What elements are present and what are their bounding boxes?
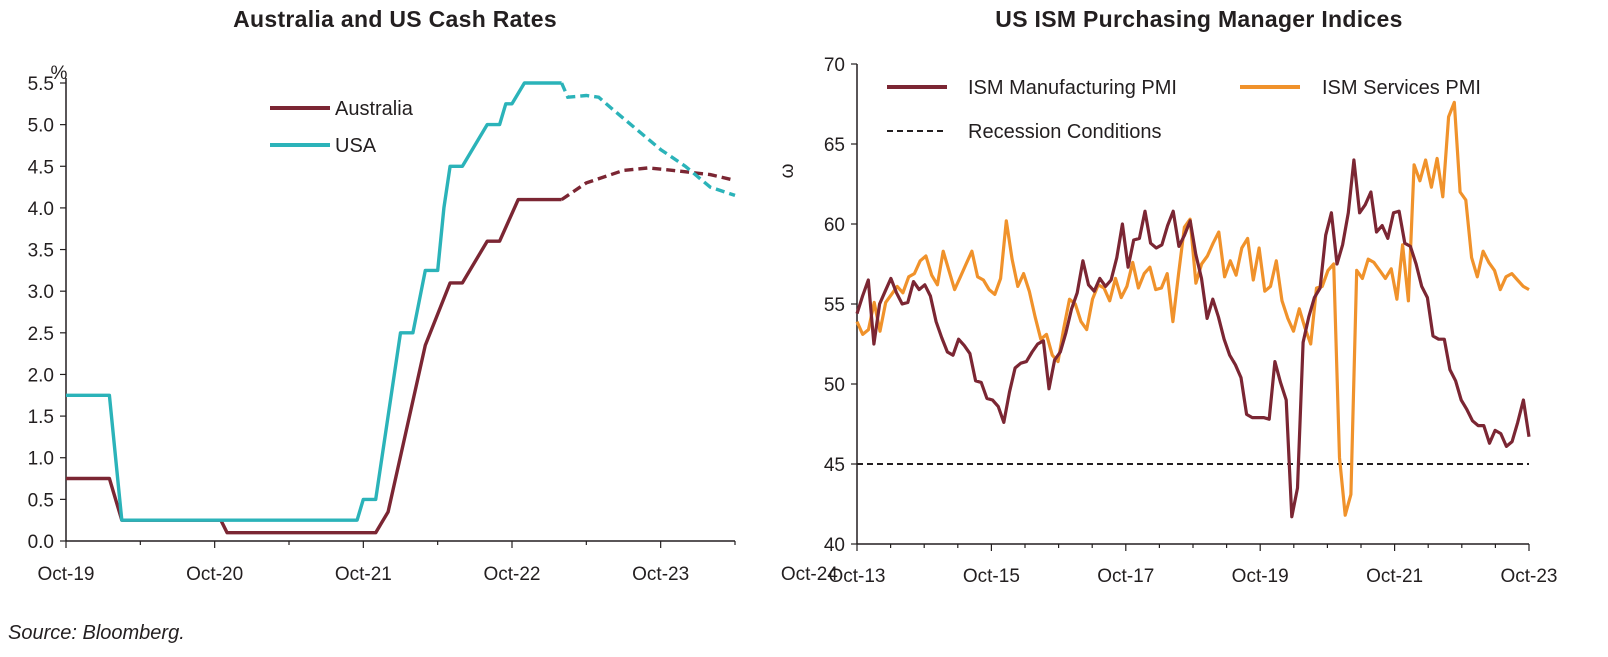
x-tick-label: Oct-19 <box>1232 566 1289 587</box>
ism-pmi-chart-title: US ISM Purchasing Manager Indices <box>995 6 1403 32</box>
y-tick-label: 50 <box>824 375 845 396</box>
y-tick-label: 5.0 <box>28 116 54 137</box>
y-tick-label: 4.5 <box>28 157 54 178</box>
y-tick-label: 1.5 <box>28 407 54 428</box>
x-tick-label: Oct-15 <box>963 566 1020 587</box>
australia-line <box>66 197 562 535</box>
legend-label-usa: USA <box>335 135 377 157</box>
y-tick-label: 3.0 <box>28 282 54 303</box>
source-note: Source: Bloomberg. <box>8 622 185 644</box>
legend-label-recession-conditions: Recession Conditions <box>968 121 1161 143</box>
y-tick-label: 5.5 <box>28 74 54 95</box>
y-axis-mark: ω <box>777 163 798 178</box>
y-tick-label: 55 <box>824 295 845 316</box>
y-tick-label: 65 <box>824 135 845 156</box>
x-tick-label: Oct-19 <box>37 564 94 585</box>
y-tick-label: 0.0 <box>28 532 54 553</box>
legend-label-ism-manufacturing: ISM Manufacturing PMI <box>968 77 1177 99</box>
usa-line <box>66 81 562 522</box>
x-tick-label: Oct-20 <box>186 564 243 585</box>
legend-label-ism-services: ISM Services PMI <box>1322 77 1481 99</box>
x-tick-label: Oct-13 <box>828 566 885 587</box>
y-tick-label: 2.0 <box>28 365 54 386</box>
ism-pmi-chart-panel: US ISM Purchasing Manager Indices 40 45 50… <box>777 0 1608 620</box>
cash-rates-chart-panel: Australia and US Cash Rates 0.0 0.5 1.0 1.5… <box>0 0 839 620</box>
x-tick-label: Oct-23 <box>1500 566 1557 587</box>
australia-forecast-line <box>560 166 736 202</box>
cash-rates-chart-title: Australia and US Cash Rates <box>233 6 557 32</box>
y-tick-label: 45 <box>824 455 845 476</box>
y-tick-label: 60 <box>824 215 845 236</box>
y-tick-label: 1.0 <box>28 449 54 470</box>
y-tick-label: 40 <box>824 535 845 556</box>
x-tick-label: Oct-21 <box>335 564 392 585</box>
y-tick-label: 3.5 <box>28 241 54 262</box>
y-tick-label: 4.0 <box>28 199 54 220</box>
cash-rates-chart: 0.0 0.5 1.0 1.5 2.0 2.5 3.0 3.5 4.0 4.5 5.0 5.5% Oct… <box>28 63 839 585</box>
x-tick-label: Oct-22 <box>483 564 540 585</box>
x-tick-label: Oct-24 <box>781 564 838 585</box>
x-tick-label: Oct-23 <box>632 564 689 585</box>
legend-label-australia: Australia <box>335 98 414 120</box>
ism-services-pmi-line <box>855 100 1530 517</box>
ism-manufacturing-pmi-line <box>855 158 1531 519</box>
y-unit-label: % <box>51 63 68 84</box>
usa-forecast-line <box>560 82 736 198</box>
ism-pmi-chart: 40 45 50 55 60 65 70 ω Oct-13 Oct-15 Oct-17 Oct-19 O… <box>777 55 1558 587</box>
x-tick-label: Oct-17 <box>1097 566 1154 587</box>
x-tick-label: Oct-21 <box>1366 566 1423 587</box>
y-tick-label: 0.5 <box>28 490 54 511</box>
y-tick-label: 2.5 <box>28 324 54 345</box>
y-tick-label: 70 <box>824 55 845 76</box>
